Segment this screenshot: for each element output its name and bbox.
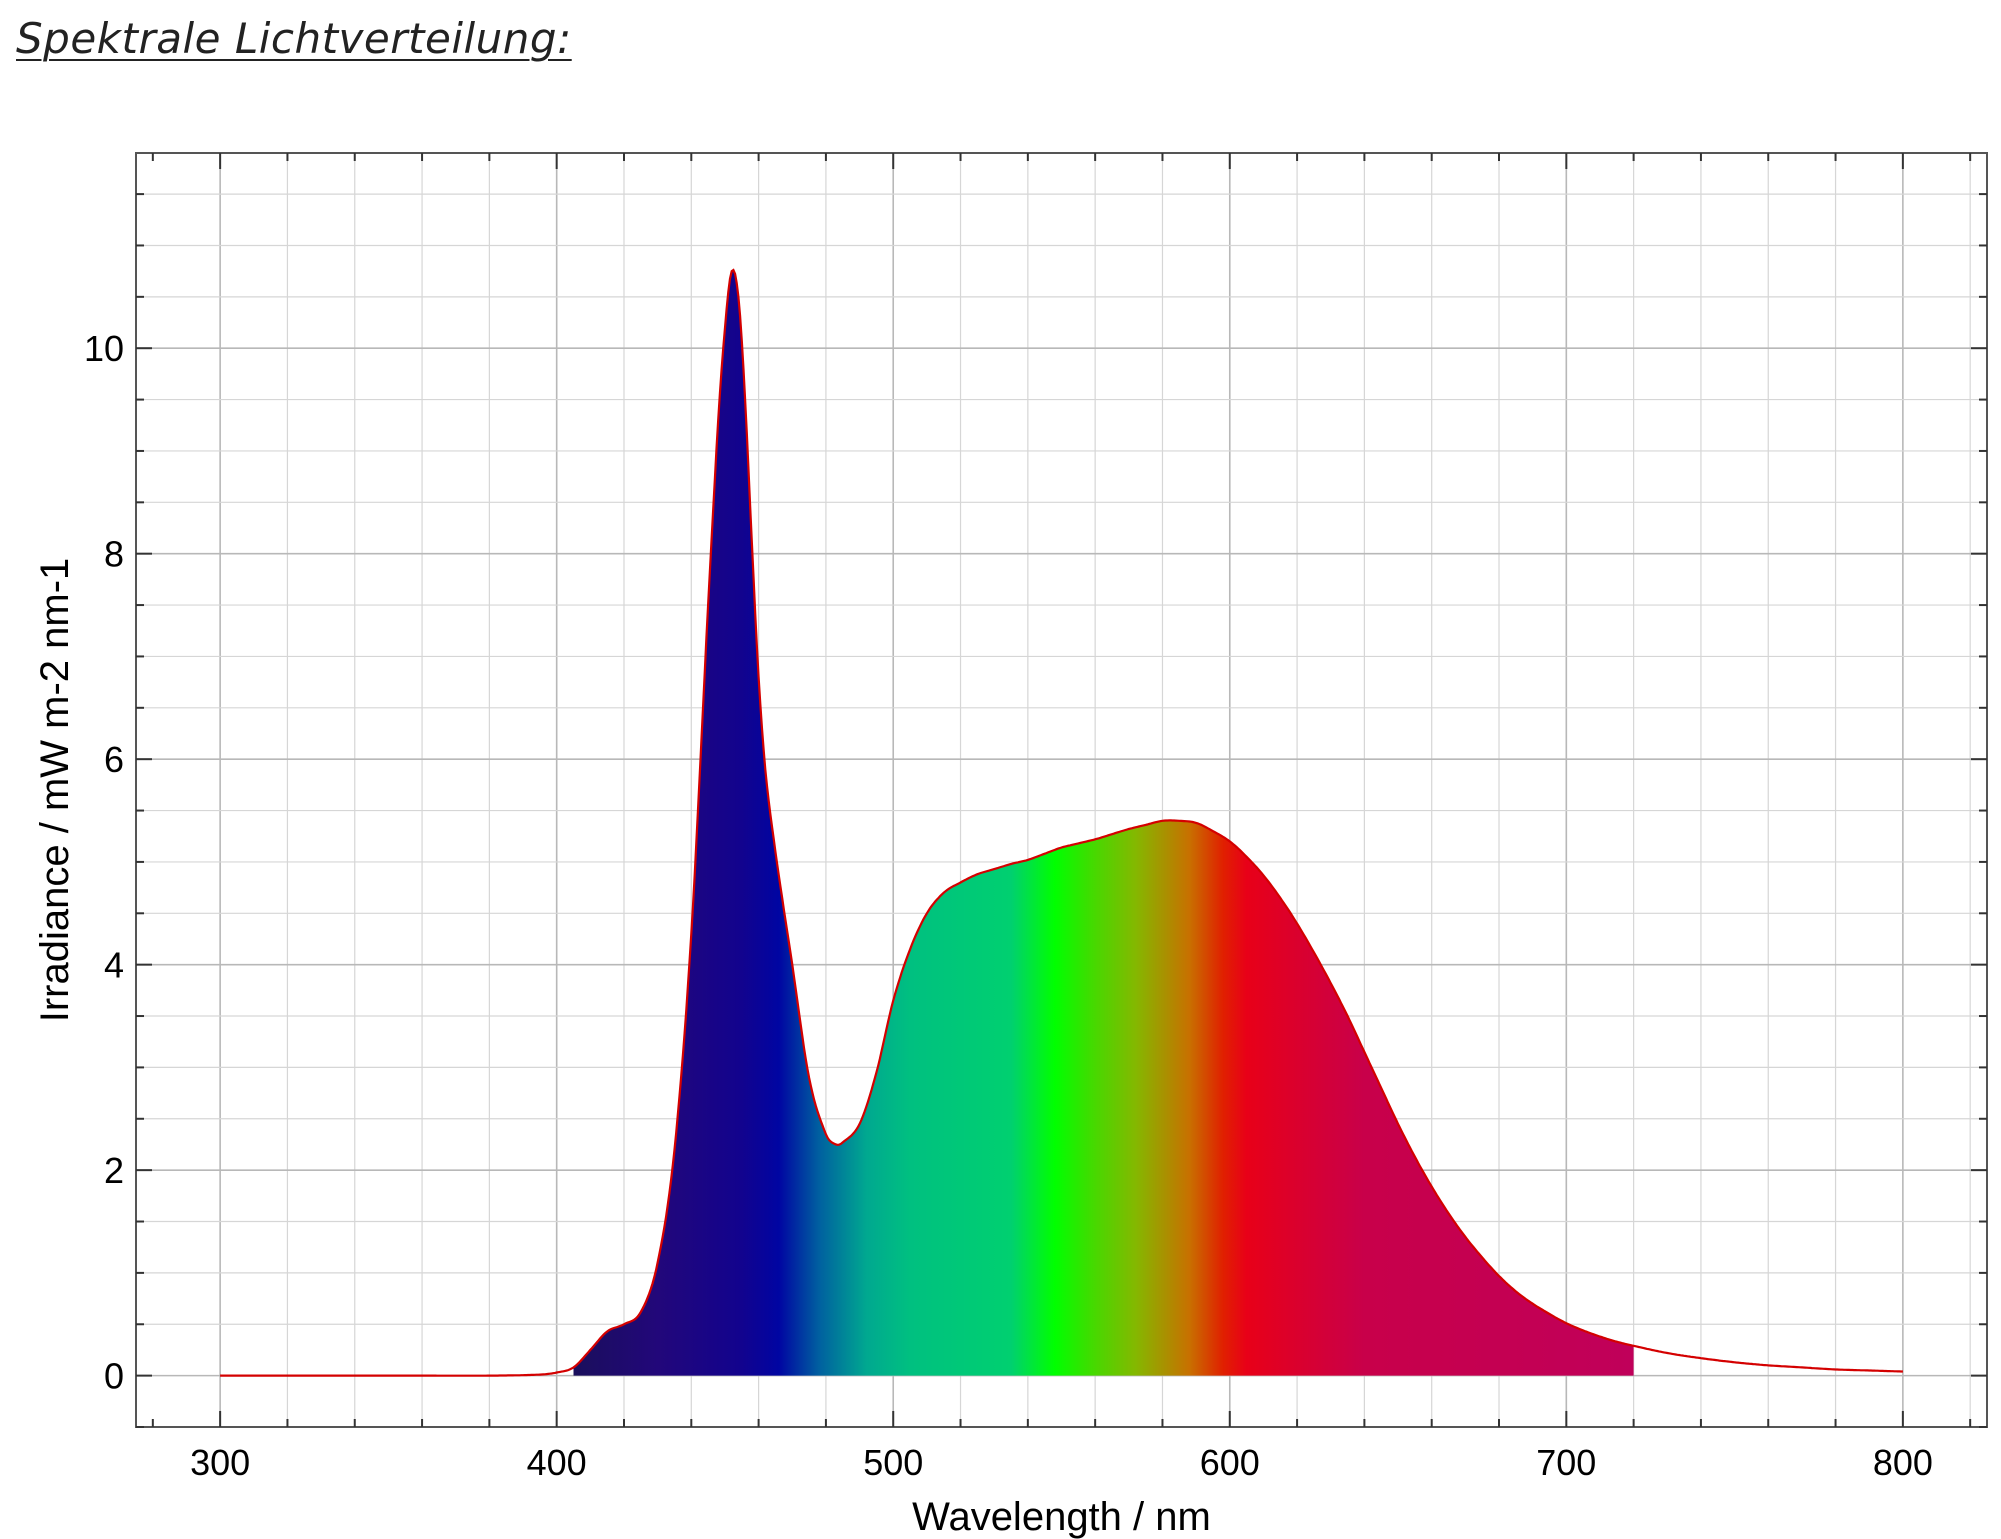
x-tick-label: 300 bbox=[190, 1442, 250, 1483]
y-tick-label: 2 bbox=[104, 1150, 124, 1191]
y-tick-label: 10 bbox=[84, 328, 124, 369]
x-tick-label: 700 bbox=[1536, 1442, 1596, 1483]
spectrum-area-fill bbox=[573, 270, 1634, 1376]
y-axis-title: Irradiance / mW m-2 nm-1 bbox=[33, 558, 77, 1023]
x-tick-label: 800 bbox=[1873, 1442, 1933, 1483]
plot-frame bbox=[135, 152, 1988, 1428]
page-title: Spektrale Lichtverteilung: bbox=[16, 14, 572, 63]
x-tick-label: 500 bbox=[863, 1442, 923, 1483]
x-tick-label: 600 bbox=[1200, 1442, 1260, 1483]
y-tick-label: 8 bbox=[104, 534, 124, 575]
series-line bbox=[220, 268, 1903, 1377]
y-tick-label: 4 bbox=[104, 945, 124, 986]
y-tick-label: 0 bbox=[104, 1356, 124, 1397]
y-tick-label: 6 bbox=[104, 739, 124, 780]
axis-ticks bbox=[136, 153, 1987, 1428]
x-axis-title: Wavelength / nm bbox=[912, 1495, 1211, 1539]
axis-tick-labels: 300 400 500 600 700 800 0 2 4 6 8 10 bbox=[84, 328, 1933, 1483]
x-tick-label: 400 bbox=[527, 1442, 587, 1483]
